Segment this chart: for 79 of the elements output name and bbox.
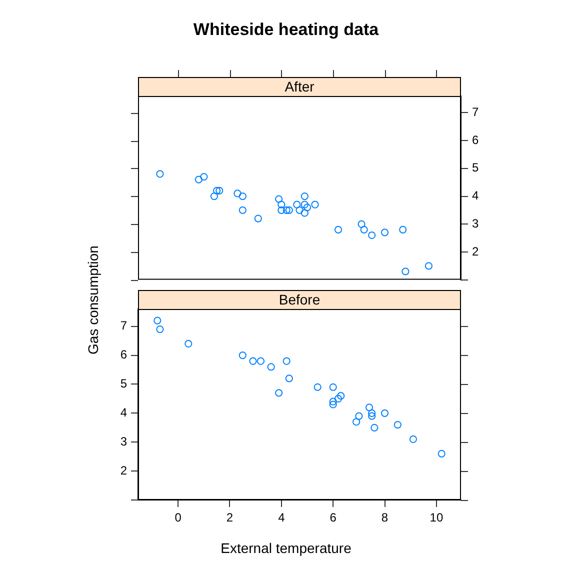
- point: [156, 325, 164, 334]
- point: [278, 200, 286, 208]
- y-tick-label: 2: [120, 463, 128, 478]
- point: [300, 200, 308, 208]
- point: [368, 231, 376, 240]
- point: [409, 435, 417, 444]
- point: [282, 357, 290, 365]
- point: [300, 192, 308, 200]
- y-tick-label: 4: [120, 405, 128, 420]
- chart-title: Whiteside heating data: [192, 20, 380, 40]
- point: [293, 200, 301, 208]
- y-tick-label: 4: [472, 188, 479, 203]
- point: [370, 424, 378, 432]
- point: [329, 383, 337, 391]
- point: [213, 186, 221, 194]
- point: [424, 262, 432, 270]
- point: [300, 209, 308, 217]
- y-tick-label: 3: [472, 216, 479, 230]
- point: [314, 383, 322, 391]
- point: [399, 226, 407, 234]
- point: [368, 409, 376, 417]
- point: [278, 206, 286, 214]
- point: [296, 206, 304, 214]
- y-axis-title: Gas consumption: [85, 246, 101, 354]
- x-tick-label: 2: [226, 510, 234, 525]
- point: [216, 186, 224, 194]
- point: [282, 206, 290, 214]
- point: [365, 404, 374, 412]
- point: [234, 190, 242, 198]
- point: [256, 357, 265, 365]
- point: [267, 363, 275, 371]
- point: [380, 228, 389, 236]
- point: [380, 409, 389, 417]
- point: [438, 450, 446, 458]
- point: [154, 316, 162, 324]
- point: [238, 352, 246, 360]
- point: [238, 192, 246, 200]
- point: [238, 206, 246, 214]
- point: [394, 420, 402, 429]
- point: [329, 398, 337, 406]
- point: [355, 412, 363, 420]
- y-tick-label: 7: [472, 105, 479, 120]
- point: [275, 195, 283, 203]
- chart-subtitle: Before: [278, 291, 320, 308]
- y-tick-label: 5: [472, 160, 479, 175]
- point: [311, 200, 319, 208]
- x-tick-label: 0: [174, 510, 182, 525]
- point: [337, 392, 345, 400]
- point: [303, 204, 312, 212]
- point: [200, 172, 208, 181]
- chart-subtitle: After: [284, 78, 315, 94]
- point: [275, 389, 283, 397]
- point: [285, 206, 293, 214]
- y-tick-label: 7: [120, 318, 128, 333]
- point: [184, 340, 192, 348]
- x-tick-label: 4: [278, 510, 286, 525]
- y-tick-label: 2: [472, 244, 479, 258]
- y-tick-label: 6: [120, 348, 128, 362]
- point: [254, 214, 262, 222]
- point: [194, 176, 203, 184]
- point: [334, 226, 342, 234]
- x-tick-label: 10: [430, 510, 444, 525]
- point: [249, 357, 257, 365]
- x-tick-label: 6: [330, 510, 337, 525]
- point: [285, 374, 293, 382]
- x-tick-label: 8: [381, 510, 388, 525]
- point: [334, 394, 342, 403]
- point: [358, 220, 366, 228]
- point: [329, 400, 337, 408]
- y-tick-label: 3: [120, 434, 128, 448]
- y-tick-label: 6: [472, 132, 479, 147]
- point: [368, 412, 376, 420]
- point: [156, 170, 164, 178]
- point: [402, 268, 410, 276]
- point: [352, 418, 360, 426]
- point: [210, 192, 218, 200]
- y-tick-label: 5: [120, 376, 128, 391]
- x-axis-title: External temperature: [220, 540, 352, 556]
- point: [360, 226, 368, 234]
